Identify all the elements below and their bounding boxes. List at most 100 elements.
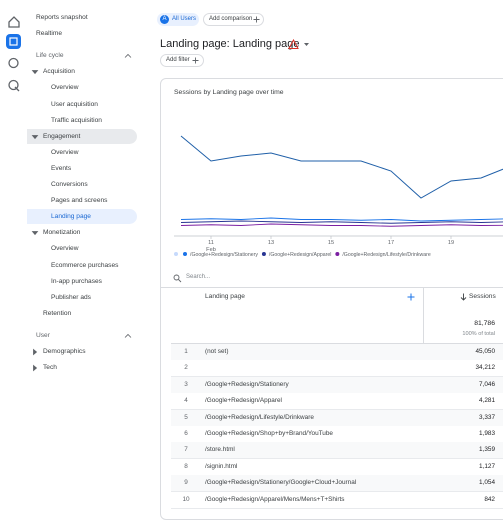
legend-label[interactable]: /Google+Redesign/Lifestyle/Drinkware [342, 252, 430, 258]
table-row[interactable]: 6/Google+Redesign/Shop+by+Brand/YouTube 1… [171, 426, 503, 443]
row-index: 3 [184, 380, 188, 388]
expand-arrow [31, 231, 39, 236]
sessions: 34,212 [475, 364, 495, 372]
nav-section[interactable]: Life cycle [36, 52, 64, 60]
landing-page: /Google+Redesign/Lifestyle/Drinkware [205, 413, 314, 421]
nav-item[interactable]: User acquisition [51, 100, 98, 108]
arrow-glyph [124, 333, 132, 338]
row-index: 7 [184, 446, 188, 454]
x-tick-label: 13 [268, 240, 274, 246]
nav-item[interactable]: Monetization [43, 229, 81, 237]
row-index: 1 [184, 348, 188, 355]
icon-rail [6, 16, 21, 92]
nav-item[interactable]: Realtime [36, 30, 63, 38]
legend-swatch[interactable] [174, 252, 178, 256]
sessions: 1,983 [479, 430, 495, 437]
add-filter-label: Add filter [166, 57, 190, 63]
nav-item[interactable]: Ecommerce purchases [51, 261, 119, 269]
legend-swatch[interactable] [335, 252, 340, 256]
table-row[interactable]: 4/Google+Redesign/Apparel 4,281 [171, 393, 503, 411]
table-row[interactable]: 9/Google+Redesign/Stationery/Google+Clou… [171, 475, 503, 493]
nav-item[interactable]: Engagement [43, 132, 81, 140]
home-icon[interactable] [8, 16, 20, 28]
nav-item[interactable]: Traffic acquisition [51, 116, 102, 124]
row-index: 5 [184, 413, 188, 421]
add-comparison-button[interactable]: Add comparison [203, 13, 264, 26]
nav-item[interactable]: Retention [43, 309, 72, 317]
x-tick-label: 11 [208, 240, 214, 246]
add-dimension-icon[interactable] [407, 293, 415, 301]
table-row[interactable]: 7/store.html 1,359 [171, 442, 503, 460]
nav-item[interactable]: In-app purchases [51, 277, 102, 285]
nav-item[interactable]: Overview [51, 245, 79, 253]
plus-icon [253, 16, 260, 23]
segment-label: All Users [172, 16, 197, 22]
nav-item[interactable]: Overview [51, 148, 79, 156]
arrow-glyph [124, 54, 132, 58]
nav-item[interactable]: Tech [43, 364, 57, 372]
plus-icon [192, 57, 199, 64]
plot-area [180, 135, 503, 227]
title-icons [288, 39, 309, 49]
nav-item[interactable]: Publisher ads [51, 293, 91, 301]
total-value: 81,786 [474, 320, 495, 327]
explore-icon[interactable] [8, 57, 19, 69]
landing-page: /Google+Redesign/Apparel/Mens/Mens+T+Shi… [205, 495, 345, 503]
table-row[interactable]: 10/Google+Redesign/Apparel/Mens/Mens+T+S… [171, 491, 503, 509]
series-line [180, 223, 503, 227]
landing-page: /Google+Redesign/Stationery [205, 380, 289, 388]
nav-highlight [27, 128, 137, 144]
search-icon [173, 274, 182, 283]
table-row[interactable]: 1 (not set) 45,050 [171, 344, 503, 361]
sessions: 45,050 [475, 348, 495, 355]
segment-chip[interactable]: A All Users [157, 13, 199, 26]
sessions: 3,337 [479, 413, 495, 421]
arrow-glyph [31, 134, 39, 139]
column-header[interactable]: Sessions [469, 293, 496, 300]
legend-label[interactable]: /Google+Redesign/Apparel [269, 252, 331, 258]
arrow-glyph [31, 70, 39, 75]
total-note: 100% of total [462, 331, 495, 337]
landing-page: /Google+Redesign/Stationery/Google+Cloud… [205, 479, 357, 487]
sessions: 842 [484, 495, 495, 503]
nav-item[interactable]: Pages and screens [51, 197, 108, 205]
sessions: 1,127 [479, 462, 495, 470]
add-filter-button[interactable]: Add filter [160, 54, 204, 67]
row-index: 8 [184, 462, 188, 470]
column-divider [423, 288, 424, 344]
series-line [180, 135, 503, 199]
search-input[interactable]: Search... [186, 274, 211, 280]
row-index: 10 [182, 495, 190, 503]
nav-item[interactable]: Conversions [51, 181, 88, 188]
column-header[interactable]: Landing page [205, 293, 245, 300]
nav-item[interactable]: Acquisition [43, 68, 75, 76]
nav-item[interactable]: Reports snapshot [36, 14, 88, 21]
advertising-icon[interactable] [8, 79, 19, 91]
sessions: 7,046 [479, 380, 495, 388]
divider [171, 343, 503, 344]
legend-swatch[interactable] [183, 252, 187, 256]
sort-icon[interactable] [460, 293, 467, 301]
nav-item[interactable]: Overview [51, 84, 79, 92]
landing-page: /signin.html [205, 462, 238, 470]
x-tick-label: 17 [388, 240, 394, 246]
landing-page: /Google+Redesign/Apparel [205, 397, 282, 405]
nav-section[interactable]: User [36, 331, 50, 339]
nav-item[interactable]: Demographics [43, 348, 86, 355]
warning-icon[interactable] [288, 39, 299, 49]
table-row[interactable]: 3/Google+Redesign/Stationery 7,046 [171, 376, 503, 394]
table-row[interactable]: 2 34,212 [171, 360, 503, 378]
add-comparison-label: Add comparison [209, 16, 253, 22]
nav-item[interactable]: Events [51, 164, 72, 172]
legend-label[interactable]: /Google+Redesign/Stationery [190, 252, 258, 258]
table-row[interactable]: 5/Google+Redesign/Lifestyle/Drinkware 3,3… [171, 409, 503, 427]
row-index: 6 [184, 430, 188, 437]
x-tick-sublabel: Feb [206, 247, 216, 253]
series-line [180, 217, 503, 222]
legend-swatch[interactable] [261, 252, 266, 256]
title-dropdown[interactable] [304, 43, 309, 46]
table-row[interactable]: 8/signin.html 1,127 [171, 458, 503, 476]
nav-item[interactable]: Landing page [51, 213, 91, 221]
landing-page: /Google+Redesign/Shop+by+Brand/YouTube [205, 430, 333, 437]
sessions: 1,054 [479, 479, 495, 487]
